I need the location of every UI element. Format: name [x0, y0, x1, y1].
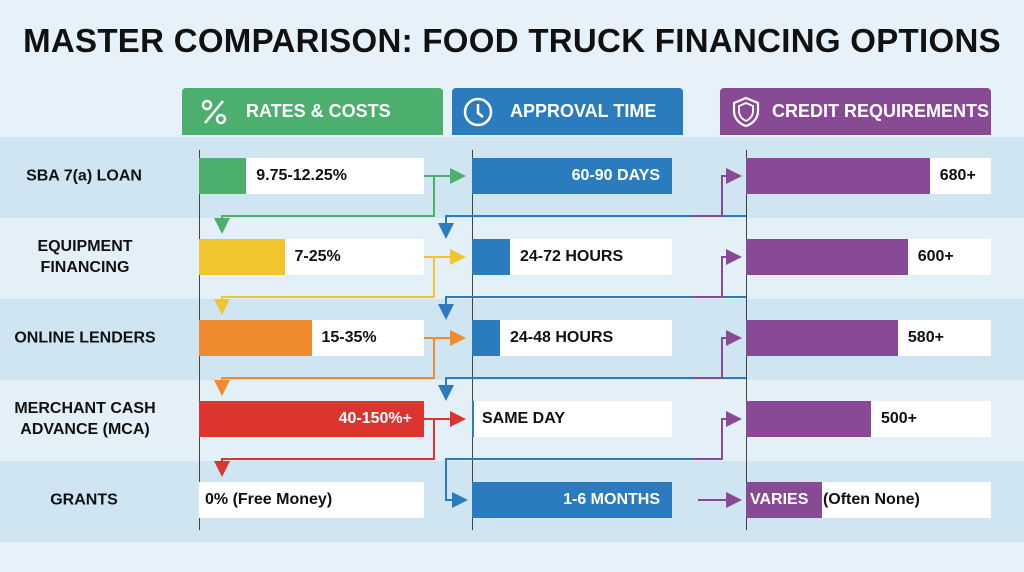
row-label: GRANTS — [50, 491, 118, 509]
rate-value: 0% (Free Money) — [205, 491, 333, 508]
column-header-label: RATES & COSTS — [246, 101, 391, 121]
connector-arrow — [438, 296, 746, 320]
credit-bar-fill — [746, 320, 898, 356]
clock-icon — [458, 96, 498, 128]
rate-bar-fill — [199, 158, 247, 194]
approval-bar: 1-6 MONTHS — [472, 482, 672, 518]
connector-arrow — [438, 377, 746, 401]
row-label: ONLINE LENDERS — [14, 329, 156, 347]
approval-value: SAME DAY — [482, 410, 565, 427]
connector-arrow — [692, 411, 742, 460]
connector-arrow — [445, 458, 720, 508]
credit-bar-fill — [746, 158, 930, 194]
credit-bar: 580+ — [746, 320, 991, 356]
approval-bar-fill — [472, 320, 500, 356]
credit-bar-fill — [746, 239, 908, 275]
approval-value: 24-72 HOURS — [520, 248, 624, 265]
rate-bar: 15-35% — [199, 320, 424, 356]
credit-bar: VARIES (Often None) — [746, 482, 991, 518]
credit-value: 600+ — [917, 248, 954, 265]
credit-value-note: (Often None) — [822, 491, 920, 508]
credit-value: VARIES — [750, 491, 809, 508]
connector-arrow — [214, 257, 435, 315]
credit-value: 500+ — [880, 410, 917, 427]
credit-bar-fill — [746, 401, 871, 437]
rate-bar: 40-150%+ — [199, 401, 424, 437]
approval-value: 24-48 HOURS — [510, 329, 614, 346]
approval-bar-fill — [472, 401, 474, 437]
credit-bar-fill — [746, 482, 822, 518]
approval-bar: 24-48 HOURS — [472, 320, 672, 356]
connector-arrow — [214, 419, 435, 477]
rate-value: 9.75-12.25% — [256, 167, 347, 184]
connector-arrow — [214, 338, 435, 396]
column-header-approval: APPROVAL TIME — [452, 88, 683, 135]
approval-bar: 60-90 DAYS — [472, 158, 672, 194]
approval-value: 1-6 MONTHS — [563, 491, 660, 508]
column-header-label: CREDIT REQUIREMENTS — [772, 101, 990, 121]
approval-bar: 24-72 HOURS — [472, 239, 672, 275]
connector-arrow — [692, 168, 742, 217]
row-label: EQUIPMENT FINANCING — [37, 238, 133, 276]
connector-arrow — [214, 176, 435, 234]
rate-value: 15-35% — [321, 329, 377, 346]
row-label: MERCHANT CASH ADVANCE (MCA) — [14, 400, 156, 438]
connector-arrow — [438, 215, 746, 239]
rate-value: 7-25% — [294, 248, 341, 265]
shield-icon — [726, 96, 766, 128]
rate-bar: 7-25% — [199, 239, 424, 275]
credit-bar: 680+ — [746, 158, 991, 194]
approval-bar-fill — [472, 482, 672, 518]
rate-bar-fill — [199, 401, 424, 437]
column-header-rates: RATES & COSTS — [182, 88, 443, 135]
rate-value: 40-150%+ — [338, 410, 412, 427]
rate-bar-fill — [199, 320, 312, 356]
row-label: SBA 7(a) LOAN — [26, 167, 142, 185]
approval-bar-fill — [472, 239, 510, 275]
approval-value: 60-90 DAYS — [571, 167, 660, 184]
connector-arrow — [692, 330, 742, 379]
rate-bar-fill — [199, 239, 285, 275]
column-header-label: APPROVAL TIME — [510, 101, 657, 121]
rate-bar: 0% (Free Money) — [199, 482, 424, 518]
approval-bar: SAME DAY — [472, 401, 672, 437]
approval-bar-fill — [472, 158, 672, 194]
connector-arrow — [692, 249, 742, 298]
page-title: MASTER COMPARISON: FOOD TRUCK FINANCING … — [23, 22, 1001, 59]
percent-icon — [194, 97, 234, 127]
credit-bar: 600+ — [746, 239, 991, 275]
rate-bar: 9.75-12.25% — [199, 158, 424, 194]
credit-value: 680+ — [939, 167, 976, 184]
column-header-credit: CREDIT REQUIREMENTS — [720, 88, 991, 135]
credit-bar: 500+ — [746, 401, 991, 437]
credit-value: 580+ — [907, 329, 944, 346]
